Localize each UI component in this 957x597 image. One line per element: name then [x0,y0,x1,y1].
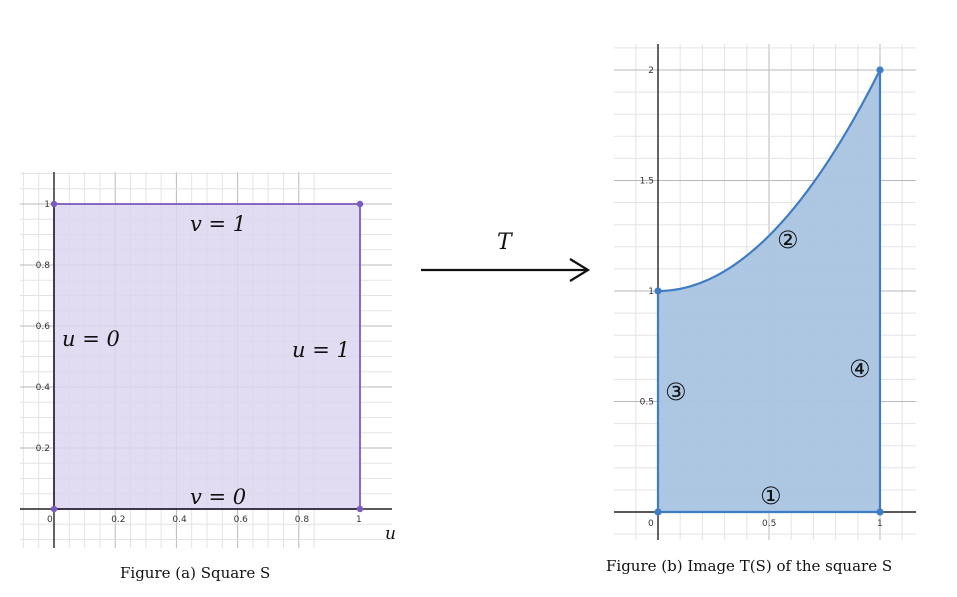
edge-label-bottom: v = 0 [190,485,246,509]
y-tick-label: 0.4 [36,383,51,393]
x-tick-label: 0 [47,515,53,525]
corner-point [50,505,58,513]
image-region [658,70,880,512]
caption-a: Figure (a) Square S [120,564,270,582]
x-tick-label: 1 [877,519,883,529]
arrow-label: T [497,230,514,255]
ticks-a: 0 0.2 0.4 0.6 0.8 1 0.2 0.4 0.6 0.8 1 [36,200,362,525]
ticks-b: 0 0.5 1 0.5 1 1.5 2 [640,66,883,529]
axes-a [20,172,392,548]
x-tick-label: 0.4 [172,515,187,525]
boundary-point [654,508,662,516]
y-tick-label: 2 [648,66,654,76]
x-tick-label: 1 [356,515,362,525]
axis-label-u: u [385,524,396,544]
y-tick-label: 0.6 [36,322,51,332]
edge-label-top: v = 1 [190,212,246,236]
y-tick-label: 0.2 [36,444,50,454]
edge-label-right: u = 1 [292,338,350,362]
caption-b: Figure (b) Image T(S) of the square S [606,557,892,575]
corner-points [50,200,364,513]
y-tick-label: 1 [44,200,50,210]
y-tick-label: 0.8 [36,261,51,271]
figure-a: 0 0.2 0.4 0.6 0.8 10.20.40.60.81 v = 1 v = 0 … [20,172,396,582]
boundary-point [876,66,884,74]
edge-marker-left: ③ [665,378,687,406]
edge-marker-bottom: ① [760,482,782,510]
x-tick-label: 0.8 [295,515,310,525]
x-tick-label: 0.6 [234,515,249,525]
corner-point [50,200,58,208]
x-tick-label: 0 [648,519,654,529]
y-tick-label: 1 [648,287,654,297]
x-tick-label: 0.5 [762,519,776,529]
edge-marker-top: ② [777,226,799,254]
boundary-points [654,66,884,516]
y-tick-label: 0.5 [640,398,654,408]
x-tick-label: 0.2 [111,515,125,525]
edge-label-left: u = 0 [62,327,120,351]
corner-point [356,200,364,208]
corner-point [356,505,364,513]
square-region [53,203,361,510]
boundary-point [876,508,884,516]
y-tick-label: 1.5 [640,177,654,187]
region-boundary [656,68,882,514]
figure-b: 0 0.5 1 0.5 1 1.5 2 ① ② ③ ④ Figure (b) Image T… [606,44,916,575]
mapping-arrow: T [421,230,591,282]
boundary-point [654,287,662,295]
edge-marker-right: ④ [849,355,871,383]
